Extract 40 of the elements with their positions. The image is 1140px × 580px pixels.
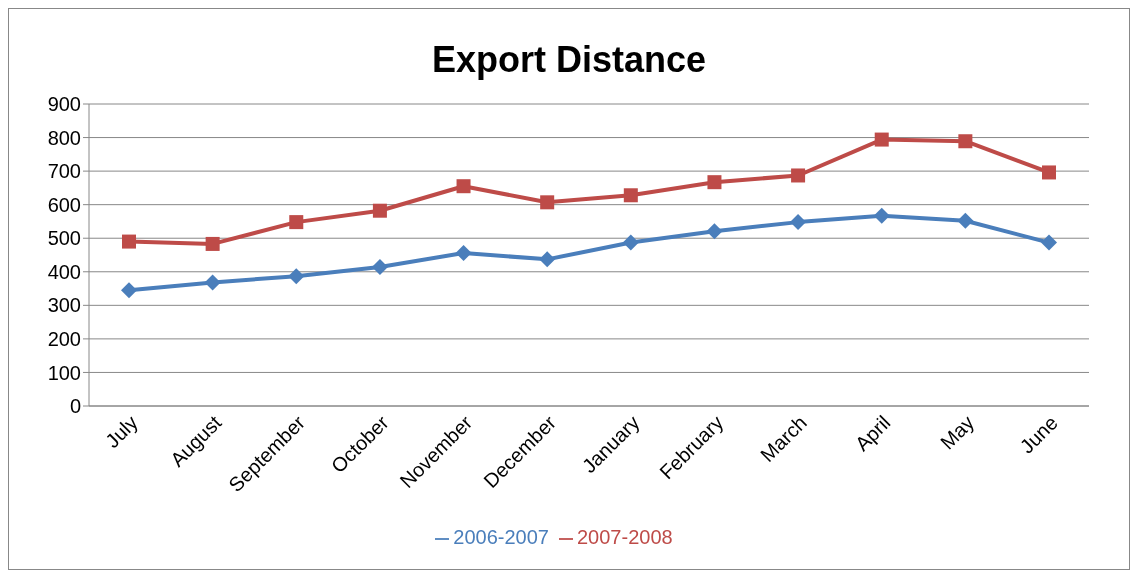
point xyxy=(1042,165,1056,180)
point xyxy=(372,203,387,218)
x-tick-label: May xyxy=(935,411,979,454)
y-tick-label: 700 xyxy=(47,160,81,183)
point xyxy=(873,207,890,224)
y-tick-label: 0 xyxy=(69,395,81,418)
y-tick-label: 900 xyxy=(47,93,81,116)
point xyxy=(1041,234,1057,251)
point xyxy=(204,274,221,291)
chart-title: Export Distance xyxy=(430,39,708,82)
point xyxy=(289,215,304,230)
legend-label: 2006-2007 xyxy=(453,526,549,548)
point xyxy=(539,251,556,268)
point xyxy=(623,188,638,203)
point xyxy=(707,175,722,190)
y-tick-label: 600 xyxy=(47,193,81,216)
point xyxy=(958,134,973,149)
point xyxy=(371,259,388,276)
point xyxy=(122,234,136,249)
point xyxy=(205,236,220,251)
point xyxy=(540,195,555,210)
y-tick-label: 100 xyxy=(47,361,81,384)
point xyxy=(874,132,889,147)
y-tick-label: 200 xyxy=(47,327,81,350)
point xyxy=(622,234,639,251)
y-tick-label: 500 xyxy=(47,227,81,250)
point xyxy=(706,223,723,240)
y-tick-label: 800 xyxy=(47,126,81,149)
point xyxy=(790,214,807,231)
point xyxy=(791,168,806,183)
point xyxy=(288,268,305,285)
point xyxy=(456,179,471,194)
legend-label: 2007-2008 xyxy=(577,526,673,548)
point xyxy=(957,212,974,229)
point xyxy=(121,282,137,299)
x-tick-label: July xyxy=(101,411,142,453)
y-tick-label: 400 xyxy=(47,260,81,283)
x-tick-label: June xyxy=(1015,411,1062,458)
point xyxy=(455,244,472,261)
y-tick-label: 300 xyxy=(47,294,81,317)
